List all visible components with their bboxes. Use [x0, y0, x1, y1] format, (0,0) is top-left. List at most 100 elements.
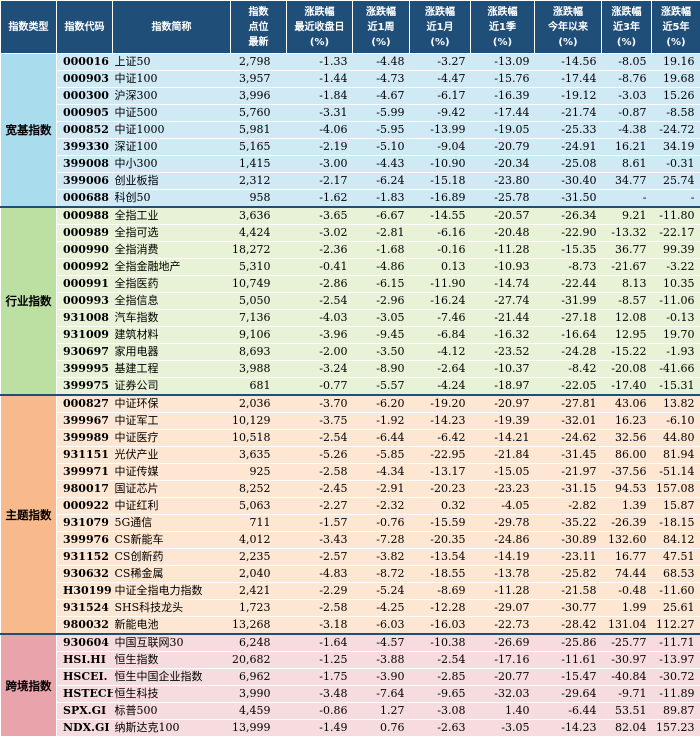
- value-cell: -32.01: [535, 413, 602, 430]
- index-code-cell: 000992: [57, 259, 113, 276]
- value-cell: -14.74: [471, 276, 535, 293]
- value-cell: -8.05: [602, 54, 652, 71]
- index-name-cell: 基建工程: [113, 361, 231, 378]
- value-cell: 131.04: [602, 617, 652, 635]
- value-cell: -2.54: [287, 293, 353, 310]
- index-level-cell: 20,682: [231, 652, 287, 669]
- column-header: 涨跌幅近1周(%): [353, 1, 410, 54]
- value-cell: -4.43: [353, 156, 410, 173]
- index-code-cell: HSCEI.: [57, 669, 113, 686]
- value-cell: -13.32: [602, 225, 652, 242]
- value-cell: -41.66: [652, 361, 700, 378]
- value-cell: -21.58: [535, 583, 602, 600]
- value-cell: -3.24: [287, 361, 353, 378]
- index-level-cell: 18,272: [231, 242, 287, 259]
- value-cell: -26.69: [471, 634, 535, 652]
- value-cell: -25.77: [602, 634, 652, 652]
- index-level-cell: 5,310: [231, 259, 287, 276]
- value-cell: -4.06: [287, 122, 353, 139]
- value-cell: -24.72: [652, 122, 700, 139]
- index-name-cell: 全指可选: [113, 225, 231, 242]
- index-name-cell: 中小300: [113, 156, 231, 173]
- index-level-cell: 1,415: [231, 156, 287, 173]
- table-header-row: 指数类型指数代码指数简称指数点位最新涨跌幅最近收盘日(%)涨跌幅近1周(%)涨跌…: [1, 1, 700, 54]
- value-cell: -10.37: [471, 361, 535, 378]
- index-level-cell: 9,106: [231, 327, 287, 344]
- value-cell: -31.15: [535, 481, 602, 498]
- index-level-cell: 6,962: [231, 669, 287, 686]
- value-cell: -6.44: [535, 703, 602, 720]
- value-cell: -2.54: [410, 652, 471, 669]
- value-cell: -6.03: [353, 617, 410, 635]
- value-cell: -1.92: [353, 413, 410, 430]
- value-cell: -2.17: [287, 173, 353, 190]
- value-cell: -3.82: [353, 549, 410, 566]
- value-cell: -19.20: [410, 395, 471, 413]
- index-name-cell: 全指消费: [113, 242, 231, 259]
- value-cell: -3.43: [287, 532, 353, 549]
- category-label: 跨境指数: [1, 634, 57, 737]
- index-level-cell: 3,635: [231, 447, 287, 464]
- index-level-cell: 3,988: [231, 361, 287, 378]
- value-cell: -8.57: [602, 293, 652, 310]
- index-code-cell: 000990: [57, 242, 113, 259]
- index-code-cell: 000852: [57, 122, 113, 139]
- value-cell: -4.34: [353, 464, 410, 481]
- value-cell: -2.58: [287, 600, 353, 617]
- index-code-cell: 000827: [57, 395, 113, 413]
- value-cell: -23.23: [471, 481, 535, 498]
- index-level-cell: 4,424: [231, 225, 287, 242]
- index-code-cell: 000903: [57, 71, 113, 88]
- value-cell: 10.35: [652, 276, 700, 293]
- column-header: 指数类型: [1, 1, 57, 54]
- value-cell: 12.08: [602, 310, 652, 327]
- index-name-cell: 汽车指数: [113, 310, 231, 327]
- value-cell: 1.27: [353, 703, 410, 720]
- value-cell: -3.48: [287, 686, 353, 703]
- index-name-cell: 中证500: [113, 105, 231, 122]
- column-header: 指数点位最新: [231, 1, 287, 54]
- index-code-cell: 000016: [57, 54, 113, 71]
- value-cell: -6.42: [410, 430, 471, 447]
- value-cell: -30.97: [602, 652, 652, 669]
- index-level-cell: 4,012: [231, 532, 287, 549]
- value-cell: -3.50: [353, 344, 410, 361]
- value-cell: -23.11: [535, 549, 602, 566]
- value-cell: -14.19: [471, 549, 535, 566]
- index-code-cell: HSI.HI: [57, 652, 113, 669]
- value-cell: 15.87: [652, 498, 700, 515]
- value-cell: -0.48: [602, 583, 652, 600]
- value-cell: -3.02: [287, 225, 353, 242]
- value-cell: -15.22: [602, 344, 652, 361]
- index-level-cell: 5,760: [231, 105, 287, 122]
- value-cell: -8.90: [353, 361, 410, 378]
- value-cell: 112.27: [652, 617, 700, 635]
- value-cell: -4.38: [602, 122, 652, 139]
- value-cell: -8.42: [535, 361, 602, 378]
- value-cell: -29.07: [471, 600, 535, 617]
- value-cell: -10.93: [471, 259, 535, 276]
- value-cell: -3.70: [287, 395, 353, 413]
- index-name-cell: 中国互联网30: [113, 634, 231, 652]
- value-cell: -6.44: [353, 430, 410, 447]
- value-cell: 8.61: [602, 156, 652, 173]
- value-cell: -16.32: [471, 327, 535, 344]
- value-cell: -31.99: [535, 293, 602, 310]
- value-cell: -6.15: [353, 276, 410, 293]
- value-cell: -30.72: [652, 669, 700, 686]
- index-code-cell: 399995: [57, 361, 113, 378]
- value-cell: -11.71: [652, 634, 700, 652]
- value-cell: 0.32: [410, 498, 471, 515]
- index-code-cell: 399006: [57, 173, 113, 190]
- value-cell: -11.80: [652, 207, 700, 225]
